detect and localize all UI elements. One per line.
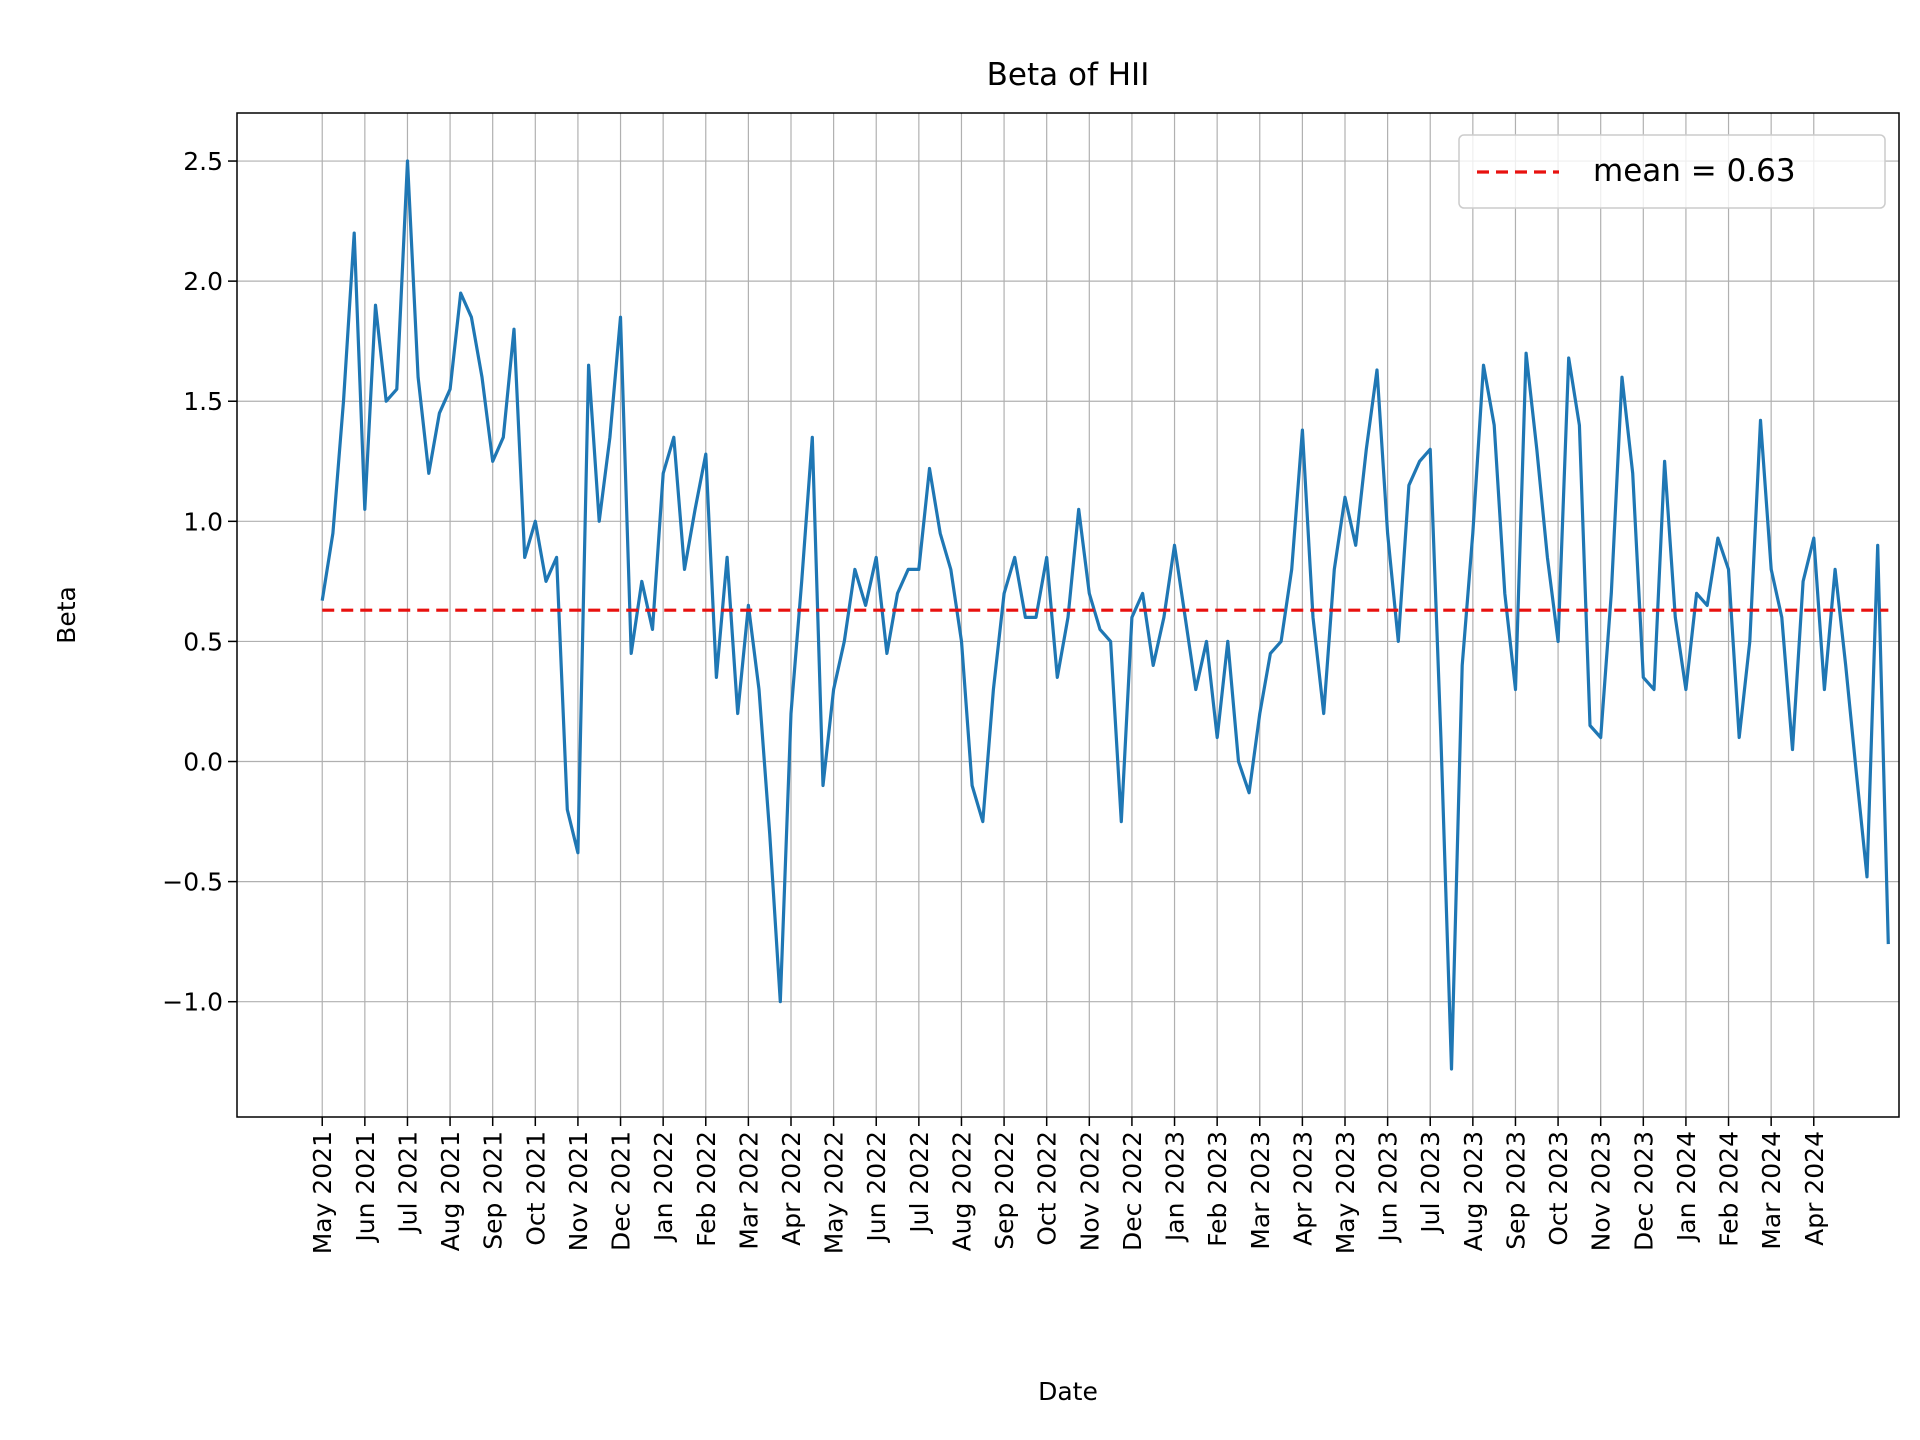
x-tick-label: Dec 2022 xyxy=(1118,1131,1147,1251)
x-tick-label: Aug 2021 xyxy=(436,1131,465,1251)
y-tick-label: −1.0 xyxy=(162,988,223,1017)
x-tick-label: May 2023 xyxy=(1331,1131,1360,1254)
y-tick-label: −0.5 xyxy=(162,868,223,897)
x-tick-label: Nov 2021 xyxy=(564,1131,593,1251)
x-tick-label: Apr 2023 xyxy=(1288,1131,1317,1246)
y-tick-label: 2.0 xyxy=(183,267,223,296)
x-tick-label: Jan 2022 xyxy=(649,1131,678,1243)
x-tick-label: Jan 2024 xyxy=(1672,1131,1701,1243)
x-tick-label: Jul 2023 xyxy=(1416,1131,1445,1235)
x-tick-label: Dec 2021 xyxy=(607,1131,636,1251)
y-tick-label: 0.0 xyxy=(183,748,223,777)
x-tick-label: Oct 2021 xyxy=(521,1131,550,1246)
y-tick-label: 0.5 xyxy=(183,627,223,656)
x-tick-label: May 2022 xyxy=(820,1131,849,1254)
x-tick-label: Jun 2022 xyxy=(862,1131,891,1244)
y-tick-label: 1.5 xyxy=(183,387,223,416)
x-tick-label: Sep 2021 xyxy=(479,1131,508,1250)
x-tick-label: Mar 2022 xyxy=(734,1131,763,1250)
x-tick-label: Sep 2022 xyxy=(990,1131,1019,1250)
data-line xyxy=(320,159,1890,1071)
x-tick-label: Jul 2022 xyxy=(905,1131,934,1235)
x-tick-label: Aug 2023 xyxy=(1459,1131,1488,1251)
x-tick-label: Apr 2022 xyxy=(777,1131,806,1246)
x-tick-label: Dec 2023 xyxy=(1629,1131,1658,1251)
y-axis-label: Beta xyxy=(52,586,81,644)
x-tick-label: Sep 2023 xyxy=(1501,1131,1530,1250)
legend-label: mean = 0.63 xyxy=(1593,153,1796,189)
x-tick-label: Oct 2023 xyxy=(1544,1131,1573,1246)
x-tick-label: Jun 2023 xyxy=(1374,1131,1403,1244)
x-tick-label: Mar 2024 xyxy=(1757,1131,1786,1250)
x-tick-label: Feb 2022 xyxy=(692,1131,721,1247)
x-tick-label: Jan 2023 xyxy=(1161,1131,1190,1243)
x-tick-label: Feb 2024 xyxy=(1715,1131,1744,1247)
y-tick-label: 2.5 xyxy=(183,147,223,176)
x-tick-label: Jul 2021 xyxy=(393,1131,422,1235)
x-axis-label: Date xyxy=(1038,1377,1098,1406)
x-tick-label: Jun 2021 xyxy=(351,1131,380,1244)
x-tick-label: Aug 2022 xyxy=(947,1131,976,1251)
x-tick-label: Mar 2023 xyxy=(1246,1131,1275,1250)
x-tick-label: Oct 2022 xyxy=(1033,1131,1062,1246)
y-tick-label: 1.0 xyxy=(183,507,223,536)
chart-title: Beta of HII xyxy=(987,57,1150,93)
x-tick-label: Nov 2023 xyxy=(1587,1131,1616,1251)
x-tick-label: Feb 2023 xyxy=(1203,1131,1232,1247)
legend-box xyxy=(1458,134,1886,209)
x-tick-label: May 2021 xyxy=(308,1131,337,1254)
x-tick-label: Apr 2024 xyxy=(1800,1131,1829,1246)
x-tick-label: Nov 2022 xyxy=(1075,1131,1104,1251)
plot-frame xyxy=(236,112,1900,1118)
